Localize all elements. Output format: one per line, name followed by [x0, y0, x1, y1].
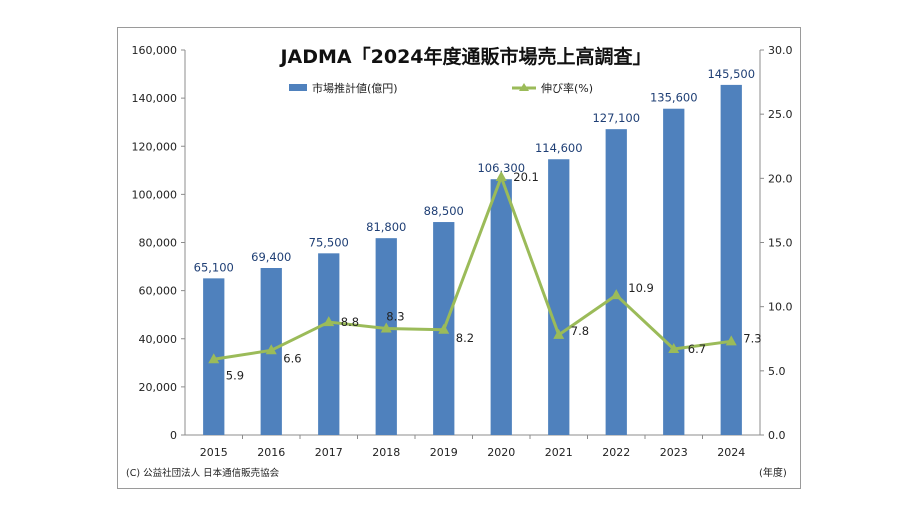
chart-svg: JADMA「2024年度通販市場売上高調査」 市場推計値(億円) 伸び率(%) …	[126, 44, 793, 479]
growth-rate-marker	[610, 289, 622, 300]
x-tick-label: 2022	[602, 446, 630, 459]
x-tick-label: 2019	[430, 446, 458, 459]
bar	[663, 108, 685, 436]
x-tick-label: 2018	[372, 446, 400, 459]
growth-rate-label: 6.6	[283, 351, 301, 365]
growth-rate-marker	[553, 328, 565, 339]
bar-value-label: 65,100	[194, 260, 234, 274]
growth-rate-marker	[208, 353, 220, 364]
legend-line-label: 伸び率(%)	[541, 81, 593, 95]
bar-value-label: 106,300	[477, 161, 525, 175]
x-tick-label: 2024	[717, 446, 745, 459]
x-tick-label: 2021	[545, 446, 573, 459]
y-left-tick-label: 160,000	[132, 44, 178, 57]
growth-rate-marker	[438, 323, 450, 334]
x-tick-label: 2016	[257, 446, 285, 459]
y-right-tick-label: 30.0	[768, 44, 793, 57]
legend-bar-label: 市場推計値(億円)	[312, 81, 398, 95]
growth-rate-marker	[668, 343, 680, 354]
y-right-tick-label: 5.0	[768, 365, 786, 378]
growth-rate-label: 8.8	[341, 315, 359, 329]
legend: 市場推計値(億円) 伸び率(%)	[289, 81, 593, 95]
growth-rate-label: 8.3	[386, 309, 404, 323]
growth-rate-marker	[725, 335, 737, 346]
growth-rate-label: 8.2	[456, 331, 474, 345]
bar	[375, 238, 397, 435]
bar	[548, 159, 570, 435]
growth-rate-label: 7.3	[743, 331, 761, 345]
x-tick-label: 2017	[315, 446, 343, 459]
x-tick-label: 2023	[660, 446, 688, 459]
y-right-tick-label: 10.0	[768, 301, 793, 314]
growth-rate-label: 6.7	[688, 342, 706, 356]
y-left-tick-label: 100,000	[132, 188, 178, 201]
y-left-tick-label: 80,000	[139, 237, 178, 250]
chart-frame: JADMA「2024年度通販市場売上高調査」 市場推計値(億円) 伸び率(%) …	[117, 27, 801, 489]
growth-rate-marker	[323, 316, 335, 327]
legend-line-marker	[519, 83, 529, 91]
bar-value-label: 75,500	[309, 235, 349, 249]
legend-bar-swatch	[289, 84, 307, 91]
growth-rate-marker	[380, 322, 392, 333]
growth-rate-label: 20.1	[513, 170, 539, 184]
bar	[318, 253, 340, 435]
chart-title: JADMA「2024年度通販市場売上高調査」	[278, 45, 651, 68]
y-right-tick-label: 25.0	[768, 108, 793, 121]
bar-value-label: 69,400	[251, 250, 291, 264]
bar-value-label: 145,500	[707, 67, 755, 81]
source-caption: (C) 公益社団法人 日本通信販売協会	[126, 467, 280, 479]
bar	[490, 179, 512, 435]
y-left-tick-label: 120,000	[132, 140, 178, 153]
bar-value-label: 88,500	[424, 204, 464, 218]
y-right-tick-label: 20.0	[768, 172, 793, 185]
x-unit-label: (年度)	[759, 466, 787, 479]
growth-rate-label: 7.8	[571, 324, 589, 338]
y-left-tick-label: 140,000	[132, 92, 178, 105]
bar	[605, 129, 627, 435]
x-tick-label: 2020	[487, 446, 515, 459]
bar-value-label: 135,600	[650, 91, 698, 105]
y-left-tick-label: 0	[170, 429, 177, 442]
y-left-tick-label: 20,000	[139, 381, 178, 394]
bar	[720, 84, 742, 435]
y-right-tick-label: 15.0	[768, 237, 793, 250]
growth-rate-marker	[265, 344, 277, 355]
plot-area: 0 20,000 40,000 60,000 80,000 100,000 120,000 1…	[132, 44, 793, 459]
growth-rate-label: 5.9	[226, 368, 244, 382]
growth-rate-label: 10.9	[628, 281, 654, 295]
y-left-tick-label: 60,000	[139, 285, 178, 298]
y-left-tick-label: 40,000	[139, 333, 178, 346]
growth-rate-line	[213, 175, 732, 361]
bar-value-label: 127,100	[592, 111, 640, 125]
bar-value-label: 81,800	[366, 220, 406, 234]
y-right-tick-label: 0.0	[768, 429, 786, 442]
bar-value-label: 114,600	[535, 141, 583, 155]
x-tick-label: 2015	[200, 446, 228, 459]
growth-rate-marker	[495, 171, 507, 182]
